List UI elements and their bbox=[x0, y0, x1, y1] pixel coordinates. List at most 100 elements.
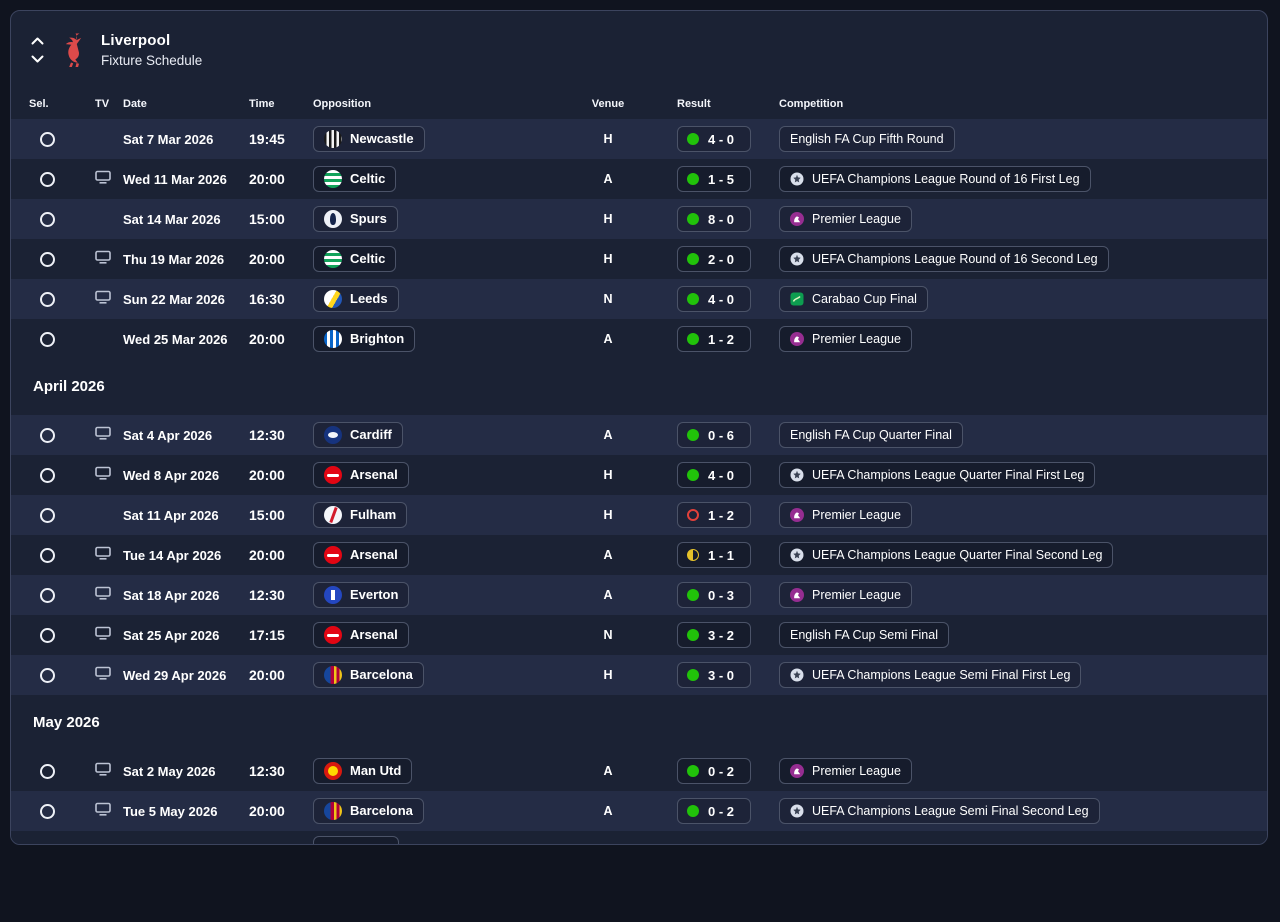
result-button[interactable]: 1 - 1 bbox=[677, 542, 751, 568]
result-button[interactable]: 4 - 0 bbox=[677, 462, 751, 488]
liverpool-crest-icon[interactable] bbox=[60, 32, 88, 68]
opposition-button[interactable]: Arsenal bbox=[313, 461, 409, 488]
competition-button[interactable]: UEFA Champions League Semi Final Second … bbox=[779, 798, 1100, 824]
result-button[interactable]: 0 - 2 bbox=[677, 798, 751, 824]
chevron-down-icon[interactable] bbox=[31, 55, 44, 63]
result-button[interactable]: 4 - 0 bbox=[677, 286, 751, 312]
competition-button[interactable]: Premier League bbox=[779, 758, 912, 784]
score: 1 - 5 bbox=[708, 171, 735, 187]
fixture-date: Sat 18 Apr 2026 bbox=[123, 587, 220, 603]
competition-button[interactable]: English FA Cup Semi Final bbox=[779, 622, 949, 648]
opposition-button[interactable]: Newcastle bbox=[313, 125, 425, 152]
opposition-button[interactable]: Cardiff bbox=[313, 421, 403, 448]
select-radio[interactable] bbox=[39, 427, 55, 443]
opposition-button[interactable]: Barcelona bbox=[313, 661, 424, 688]
fixture-row[interactable]: Tue 14 Apr 2026 20:00 Arsenal A 1 - 1 UE… bbox=[11, 535, 1267, 575]
column-header-time[interactable]: Time bbox=[249, 98, 275, 110]
opposition-button[interactable]: Fulham bbox=[313, 501, 408, 528]
opposition-name: Man Utd bbox=[350, 763, 402, 778]
competition-button[interactable]: UEFA Champions League Round of 16 Second… bbox=[779, 246, 1109, 272]
kickoff-time: 20:00 bbox=[249, 667, 285, 683]
fixture-row[interactable]: Thu 19 Mar 2026 20:00 Celtic H 2 - 0 UEF… bbox=[11, 239, 1267, 279]
opposition-button[interactable]: Arsenal bbox=[313, 621, 409, 648]
select-radio[interactable] bbox=[39, 291, 55, 307]
column-header-venue[interactable]: Venue bbox=[591, 98, 625, 110]
result-button[interactable]: 1 - 2 bbox=[677, 326, 751, 352]
column-header-competition[interactable]: Competition bbox=[779, 98, 844, 110]
competition-button[interactable]: UEFA Champions League Quarter Final Seco… bbox=[779, 542, 1114, 568]
result-indicator-icon bbox=[687, 549, 699, 561]
competition-button[interactable]: UEFA Champions League Quarter Final Firs… bbox=[779, 462, 1096, 488]
kickoff-time: 12:30 bbox=[249, 587, 285, 603]
opposition-button[interactable]: Spurs bbox=[313, 205, 398, 232]
select-radio[interactable] bbox=[39, 251, 55, 267]
column-header-date[interactable]: Date bbox=[123, 98, 147, 110]
competition-button[interactable]: English FA Cup Fifth Round bbox=[779, 126, 955, 152]
result-button[interactable]: 2 - 0 bbox=[677, 246, 751, 272]
result-button[interactable]: 4 - 0 bbox=[677, 126, 751, 152]
result-button[interactable]: 1 - 2 bbox=[677, 502, 751, 528]
select-radio[interactable] bbox=[39, 587, 55, 603]
result-button[interactable]: 1 - 5 bbox=[677, 166, 751, 192]
fixture-row[interactable]: Tue 5 May 2026 20:00 Barcelona A 0 - 2 U… bbox=[11, 791, 1267, 831]
select-radio[interactable] bbox=[39, 763, 55, 779]
column-header-sel[interactable]: Sel. bbox=[29, 98, 49, 110]
venue-label: A bbox=[603, 332, 613, 346]
competition-button[interactable]: Premier League bbox=[779, 206, 912, 232]
competition-name: UEFA Champions League Quarter Final Seco… bbox=[812, 548, 1103, 562]
fixture-row[interactable]: Sun 22 Mar 2026 16:30 Leeds N 4 - 0 Cara… bbox=[11, 279, 1267, 319]
column-header-tv[interactable]: TV bbox=[95, 98, 110, 110]
competition-button[interactable]: Premier League bbox=[779, 582, 912, 608]
fixture-row[interactable]: Wed 29 Apr 2026 20:00 Barcelona H 3 - 0 … bbox=[11, 655, 1267, 695]
opposition-button[interactable]: Leeds bbox=[313, 285, 399, 312]
competition-button[interactable]: UEFA Champions League Round of 16 First … bbox=[779, 166, 1091, 192]
partial-row bbox=[11, 831, 1267, 844]
venue-label: A bbox=[603, 548, 613, 562]
venue-label: A bbox=[603, 588, 613, 602]
venue-label: H bbox=[603, 212, 613, 226]
select-radio[interactable] bbox=[39, 627, 55, 643]
opposition-button[interactable]: Celtic bbox=[313, 165, 397, 192]
leeds-badge-icon bbox=[324, 289, 342, 308]
opposition-button[interactable]: Brighton bbox=[313, 325, 416, 352]
select-radio[interactable] bbox=[39, 171, 55, 187]
competition-button[interactable]: Premier League bbox=[779, 326, 912, 352]
fixture-row[interactable]: Sat 14 Mar 2026 15:00 Spurs H 8 - 0 Prem… bbox=[11, 199, 1267, 239]
opposition-button[interactable]: Man Utd bbox=[313, 757, 413, 784]
opposition-button[interactable]: Arsenal bbox=[313, 541, 409, 568]
fixture-row[interactable]: Sat 4 Apr 2026 12:30 Cardiff A 0 - 6 Eng… bbox=[11, 415, 1267, 455]
fixture-row[interactable]: Wed 11 Mar 2026 20:00 Celtic A 1 - 5 UEF… bbox=[11, 159, 1267, 199]
select-radio[interactable] bbox=[39, 467, 55, 483]
fixture-row[interactable]: Sat 18 Apr 2026 12:30 Everton A 0 - 3 Pr… bbox=[11, 575, 1267, 615]
result-button[interactable]: 0 - 2 bbox=[677, 758, 751, 784]
result-button[interactable]: 3 - 2 bbox=[677, 622, 751, 648]
fixture-row[interactable]: Sat 7 Mar 2026 19:45 Newcastle H 4 - 0 E… bbox=[11, 119, 1267, 159]
chevron-up-icon[interactable] bbox=[31, 37, 44, 45]
competition-button[interactable]: Carabao Cup Final bbox=[779, 286, 928, 312]
result-button[interactable]: 0 - 3 bbox=[677, 582, 751, 608]
fixture-row[interactable]: Sat 11 Apr 2026 15:00 Fulham H 1 - 2 Pre… bbox=[11, 495, 1267, 535]
fixture-row[interactable]: Sat 2 May 2026 12:30 Man Utd A 0 - 2 Pre… bbox=[11, 751, 1267, 791]
opposition-button[interactable]: Barcelona bbox=[313, 797, 424, 824]
select-radio[interactable] bbox=[39, 803, 55, 819]
select-radio[interactable] bbox=[39, 131, 55, 147]
competition-button[interactable]: English FA Cup Quarter Final bbox=[779, 422, 963, 448]
fixture-row[interactable]: Wed 8 Apr 2026 20:00 Arsenal H 4 - 0 UEF… bbox=[11, 455, 1267, 495]
opposition-button[interactable]: Celtic bbox=[313, 245, 397, 272]
fixture-row[interactable]: Sat 25 Apr 2026 17:15 Arsenal N 3 - 2 En… bbox=[11, 615, 1267, 655]
column-header-result[interactable]: Result bbox=[677, 98, 711, 110]
competition-button[interactable]: UEFA Champions League Semi Final First L… bbox=[779, 662, 1082, 688]
select-radio[interactable] bbox=[39, 507, 55, 523]
result-button[interactable]: 3 - 0 bbox=[677, 662, 751, 688]
select-radio[interactable] bbox=[39, 331, 55, 347]
result-button[interactable]: 0 - 6 bbox=[677, 422, 751, 448]
opposition-button[interactable]: Everton bbox=[313, 581, 410, 608]
fixture-row[interactable]: Wed 25 Mar 2026 20:00 Brighton A 1 - 2 P… bbox=[11, 319, 1267, 359]
select-radio[interactable] bbox=[39, 211, 55, 227]
panel-header: Liverpool Fixture Schedule bbox=[11, 11, 1267, 89]
column-header-opposition[interactable]: Opposition bbox=[313, 98, 372, 110]
result-button[interactable]: 8 - 0 bbox=[677, 206, 751, 232]
select-radio[interactable] bbox=[39, 667, 55, 683]
competition-button[interactable]: Premier League bbox=[779, 502, 912, 528]
select-radio[interactable] bbox=[39, 547, 55, 563]
